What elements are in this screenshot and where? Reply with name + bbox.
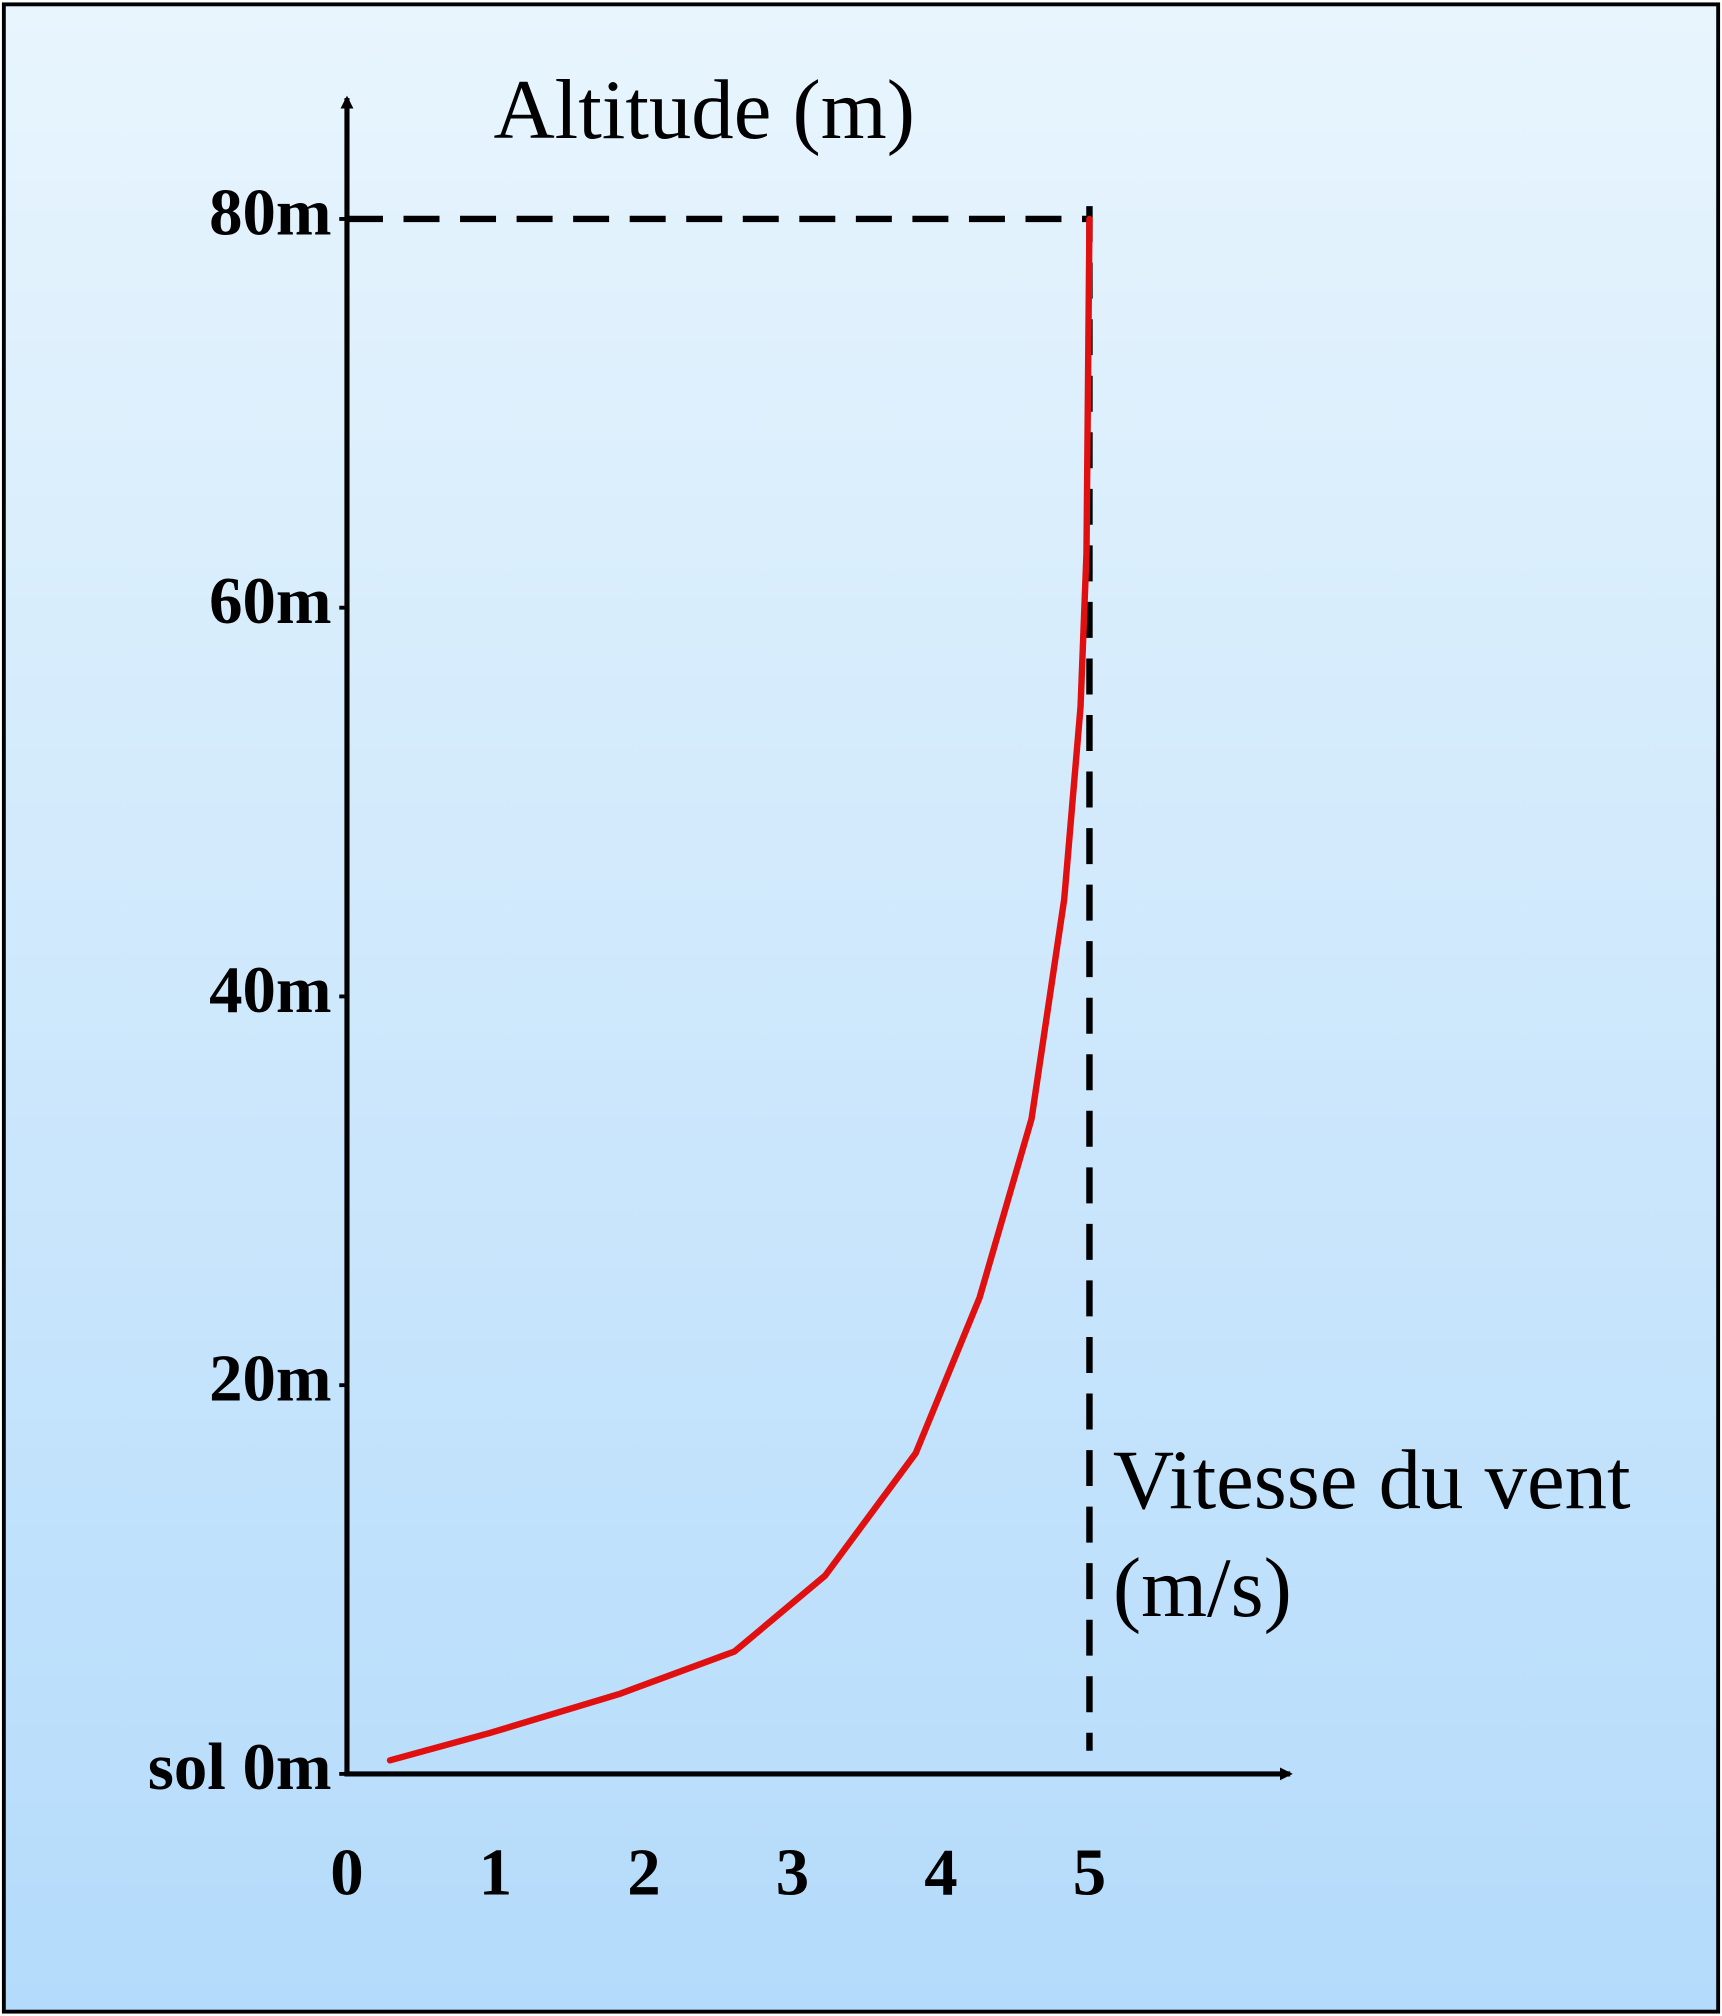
x-tick-label: 3 xyxy=(776,1836,809,1910)
x-tick-label: 0 xyxy=(330,1836,363,1910)
x-tick-label: 5 xyxy=(1073,1836,1106,1910)
y-tick-label: 80m xyxy=(209,175,331,249)
y-axis-label: Altitude (m) xyxy=(493,63,915,157)
y-tick-label: 60m xyxy=(209,564,331,638)
x-tick-label: 1 xyxy=(479,1836,512,1910)
y-tick-label: sol 0m xyxy=(148,1730,332,1804)
x-tick-label: 2 xyxy=(627,1836,660,1910)
y-tick-label: 40m xyxy=(209,953,331,1027)
data-line xyxy=(386,215,1093,1764)
x-axis-label: Vitesse du vent xyxy=(1113,1433,1631,1527)
x-tick-label: 4 xyxy=(924,1836,957,1910)
y-tick-label: 20m xyxy=(209,1341,331,1415)
x-axis-label: (m/s) xyxy=(1113,1541,1292,1635)
